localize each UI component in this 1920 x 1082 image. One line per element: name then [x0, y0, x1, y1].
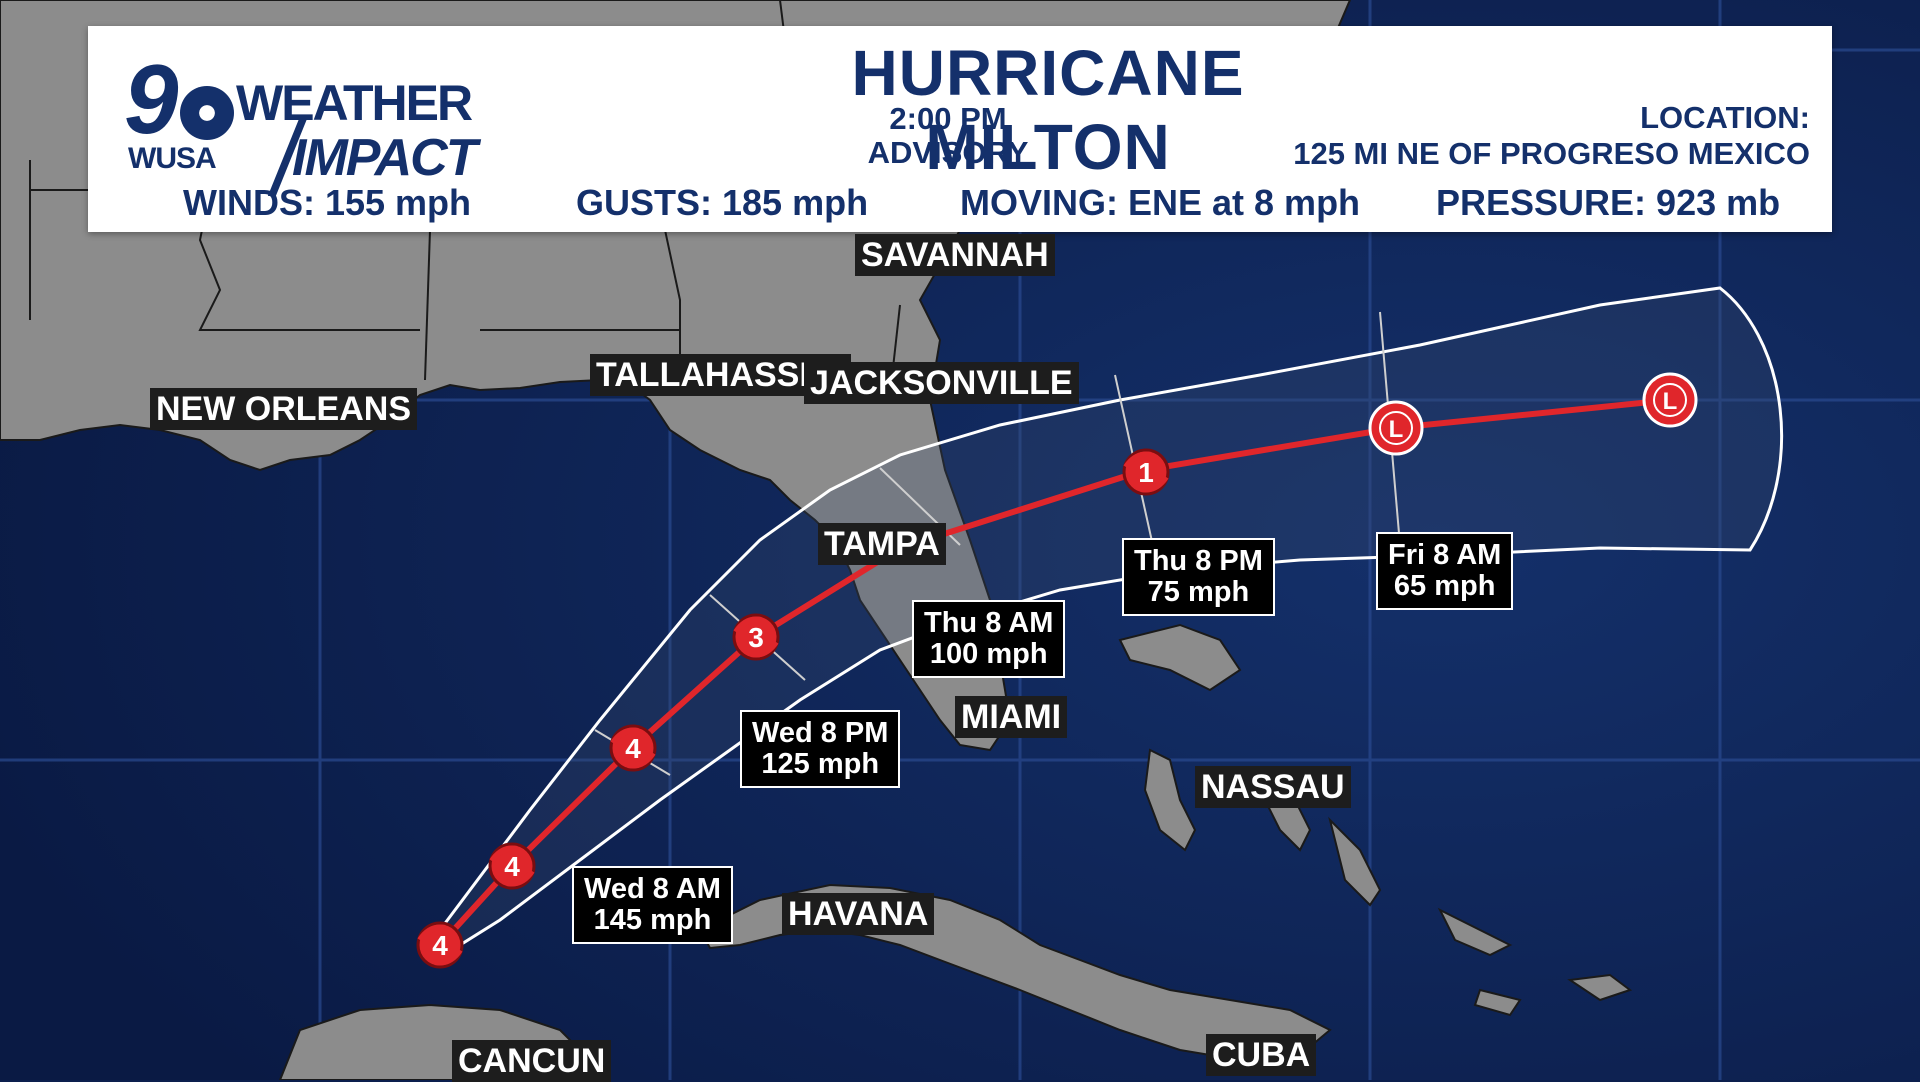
- forecast-wind: 125 mph: [761, 748, 880, 780]
- track-marker-3: 4: [609, 724, 657, 772]
- track-markers: 4 4 4 3 1 L: [416, 372, 1698, 969]
- svg-text:4: 4: [432, 930, 448, 961]
- forecast-time: Wed 8 AM: [584, 873, 721, 905]
- logo-impact-text: IMPACT: [292, 129, 477, 187]
- logo-number: 9: [124, 44, 179, 154]
- track-marker-6: L: [1368, 400, 1424, 456]
- forecast-label-thu-pm: Thu 8 PM 75 mph: [1122, 538, 1275, 616]
- forecast-time: Fri 8 AM: [1388, 539, 1502, 571]
- forecast-label-wed-pm: Wed 8 PM 125 mph: [740, 710, 901, 788]
- city-label-tampa: TAMPA: [818, 523, 946, 565]
- advisory-label: ADVISORY: [867, 135, 1029, 170]
- track-marker-7: L: [1642, 372, 1698, 428]
- forecast-time: Thu 8 AM: [924, 607, 1054, 639]
- forecast-label-fri-am: Fri 8 AM 65 mph: [1376, 532, 1514, 610]
- forecast-wind: 65 mph: [1393, 570, 1496, 602]
- city-label-jacksonville: JACKSONVILLE: [804, 362, 1079, 404]
- city-label-new-orleans: NEW ORLEANS: [150, 388, 417, 430]
- station-logo: 9 WUSA WEATHER IMPACT: [124, 44, 554, 196]
- forecast-time: Wed 8 PM: [752, 717, 889, 749]
- gusts-stat: GUSTS: 185 mph: [576, 182, 869, 223]
- location-value: 125 MI NE OF PROGRESO MEXICO: [1293, 136, 1810, 171]
- city-label-savannah: SAVANNAH: [855, 234, 1055, 276]
- svg-text:L: L: [1389, 416, 1404, 443]
- svg-text:L: L: [1663, 388, 1678, 415]
- track-marker-1: 4: [416, 921, 464, 969]
- logo-station: WUSA: [128, 142, 217, 175]
- svg-text:4: 4: [504, 851, 520, 882]
- city-label-cancun: CANCUN: [452, 1040, 612, 1082]
- location-block: LOCATION: 125 MI NE OF PROGRESO MEXICO: [1293, 100, 1810, 172]
- storm-stats: WINDS: 155 mph GUSTS: 185 mph MOVING: EN…: [88, 182, 1832, 223]
- city-label-havana: HAVANA: [782, 893, 935, 935]
- track-marker-2: 4: [488, 842, 536, 890]
- track-marker-5: 1: [1122, 448, 1170, 496]
- storm-track: [437, 397, 1671, 948]
- pressure-stat: PRESSURE: 923 mb: [1436, 182, 1781, 223]
- forecast-wind: 145 mph: [593, 904, 712, 936]
- forecast-wind: 100 mph: [929, 638, 1048, 670]
- header-panel: 9 WUSA WEATHER IMPACT HURRICANE MILTON 2…: [88, 26, 1832, 232]
- svg-text:4: 4: [625, 733, 641, 764]
- forecast-label-thu-am: Thu 8 AM 100 mph: [912, 600, 1066, 678]
- moving-stat: MOVING: ENE at 8 mph: [960, 182, 1361, 223]
- forecast-label-wed-am: Wed 8 AM 145 mph: [572, 866, 733, 944]
- city-label-miami: MIAMI: [955, 696, 1068, 738]
- city-label-nassau: NASSAU: [1195, 766, 1351, 808]
- forecast-time: Thu 8 PM: [1134, 545, 1263, 577]
- advisory-block: 2:00 PM ADVISORY: [848, 102, 1048, 170]
- logo-weather-text: WEATHER: [236, 75, 473, 131]
- city-label-cuba: CUBA: [1206, 1034, 1317, 1076]
- svg-text:3: 3: [748, 622, 764, 653]
- track-marker-4: 3: [732, 613, 780, 661]
- advisory-time: 2:00 PM: [889, 101, 1007, 136]
- location-label: LOCATION:: [1640, 100, 1810, 135]
- cbs-eye-icon: [180, 86, 234, 140]
- storm-title: HURRICANE MILTON: [851, 37, 1245, 183]
- forecast-wind: 75 mph: [1147, 576, 1250, 608]
- winds-stat: WINDS: 155 mph: [183, 182, 472, 223]
- svg-text:1: 1: [1138, 457, 1154, 488]
